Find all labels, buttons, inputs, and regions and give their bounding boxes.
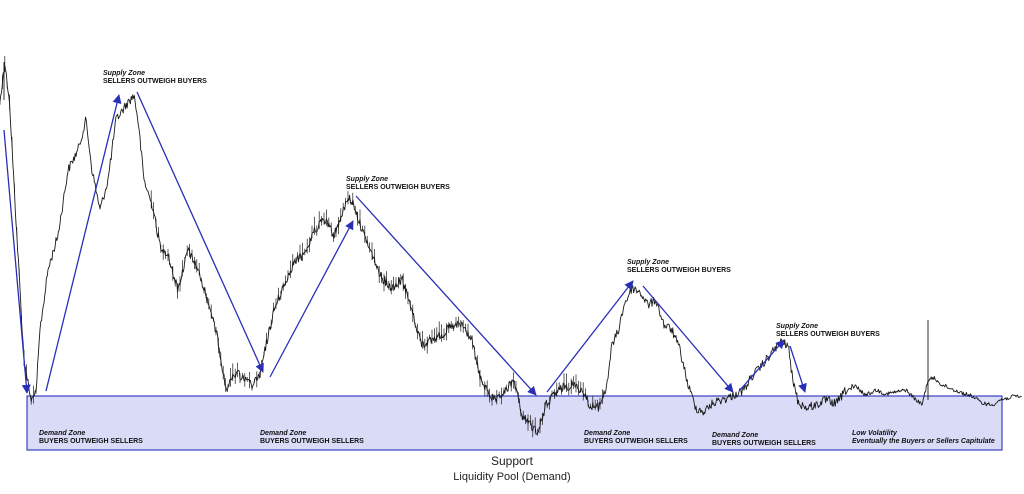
liquidity-pool-label: Liquidity Pool (Demand): [453, 471, 571, 483]
supply-zone-title: Supply Zone: [776, 323, 818, 330]
supply-zone-label-2: Supply Zone SELLERS OUTWEIGH BUYERS: [346, 176, 450, 191]
demand-zone-text: BUYERS OUTWEIGH SELLERS: [584, 438, 688, 445]
demand-zone-title: Demand Zone: [260, 430, 306, 437]
support-label: Support: [490, 454, 534, 468]
trend-arrow: [546, 280, 634, 393]
supply-zone-text: SELLERS OUTWEIGH BUYERS: [103, 78, 207, 85]
supply-zone-label-3: Supply Zone SELLERS OUTWEIGH BUYERS: [627, 259, 731, 274]
trend-arrow: [739, 339, 785, 391]
trend-arrow: [45, 94, 122, 392]
trend-arrow: [789, 345, 807, 393]
low-volatility-title: Low Volatility: [852, 430, 898, 437]
price-series: [0, 55, 1022, 438]
supply-zone-title: Supply Zone: [103, 70, 145, 77]
trend-arrow: [269, 220, 354, 378]
supply-zone-text: SELLERS OUTWEIGH BUYERS: [776, 331, 880, 338]
demand-zone-title: Demand Zone: [584, 430, 630, 437]
trend-arrows: [3, 91, 807, 396]
low-volatility-text: Eventually the Buyers or Sellers Capitul…: [852, 438, 995, 445]
demand-zone-text: BUYERS OUTWEIGH SELLERS: [712, 440, 816, 447]
trend-arrow: [3, 129, 31, 394]
demand-zone-title: Demand Zone: [39, 430, 85, 437]
demand-zone-label-4: Demand Zone BUYERS OUTWEIGH SELLERS: [712, 432, 816, 447]
supply-zone-text: SELLERS OUTWEIGH BUYERS: [346, 184, 450, 191]
demand-zone-label-2: Demand Zone BUYERS OUTWEIGH SELLERS: [260, 430, 364, 445]
supply-zone-title: Supply Zone: [346, 176, 388, 183]
supply-zone-text: SELLERS OUTWEIGH BUYERS: [627, 267, 731, 274]
demand-zone-label-3: Demand Zone BUYERS OUTWEIGH SELLERS: [584, 430, 688, 445]
supply-zone-label-4: Supply Zone SELLERS OUTWEIGH BUYERS: [776, 323, 880, 338]
demand-zone-label-1: Demand Zone BUYERS OUTWEIGH SELLERS: [39, 430, 143, 445]
demand-zone-title: Demand Zone: [712, 432, 758, 439]
supply-zone-title: Supply Zone: [627, 259, 669, 266]
low-volatility-label: Low Volatility Eventually the Buyers or …: [852, 430, 995, 445]
supply-zone-label-1: Supply Zone SELLERS OUTWEIGH BUYERS: [103, 70, 207, 85]
price-line: [0, 64, 1022, 435]
trend-arrow: [136, 91, 264, 373]
demand-zone-text: BUYERS OUTWEIGH SELLERS: [39, 438, 143, 445]
demand-zone-text: BUYERS OUTWEIGH SELLERS: [260, 438, 364, 445]
liquidity-pool-zone: [26, 395, 1003, 451]
trend-arrow: [355, 195, 537, 396]
trend-arrow: [642, 285, 734, 393]
